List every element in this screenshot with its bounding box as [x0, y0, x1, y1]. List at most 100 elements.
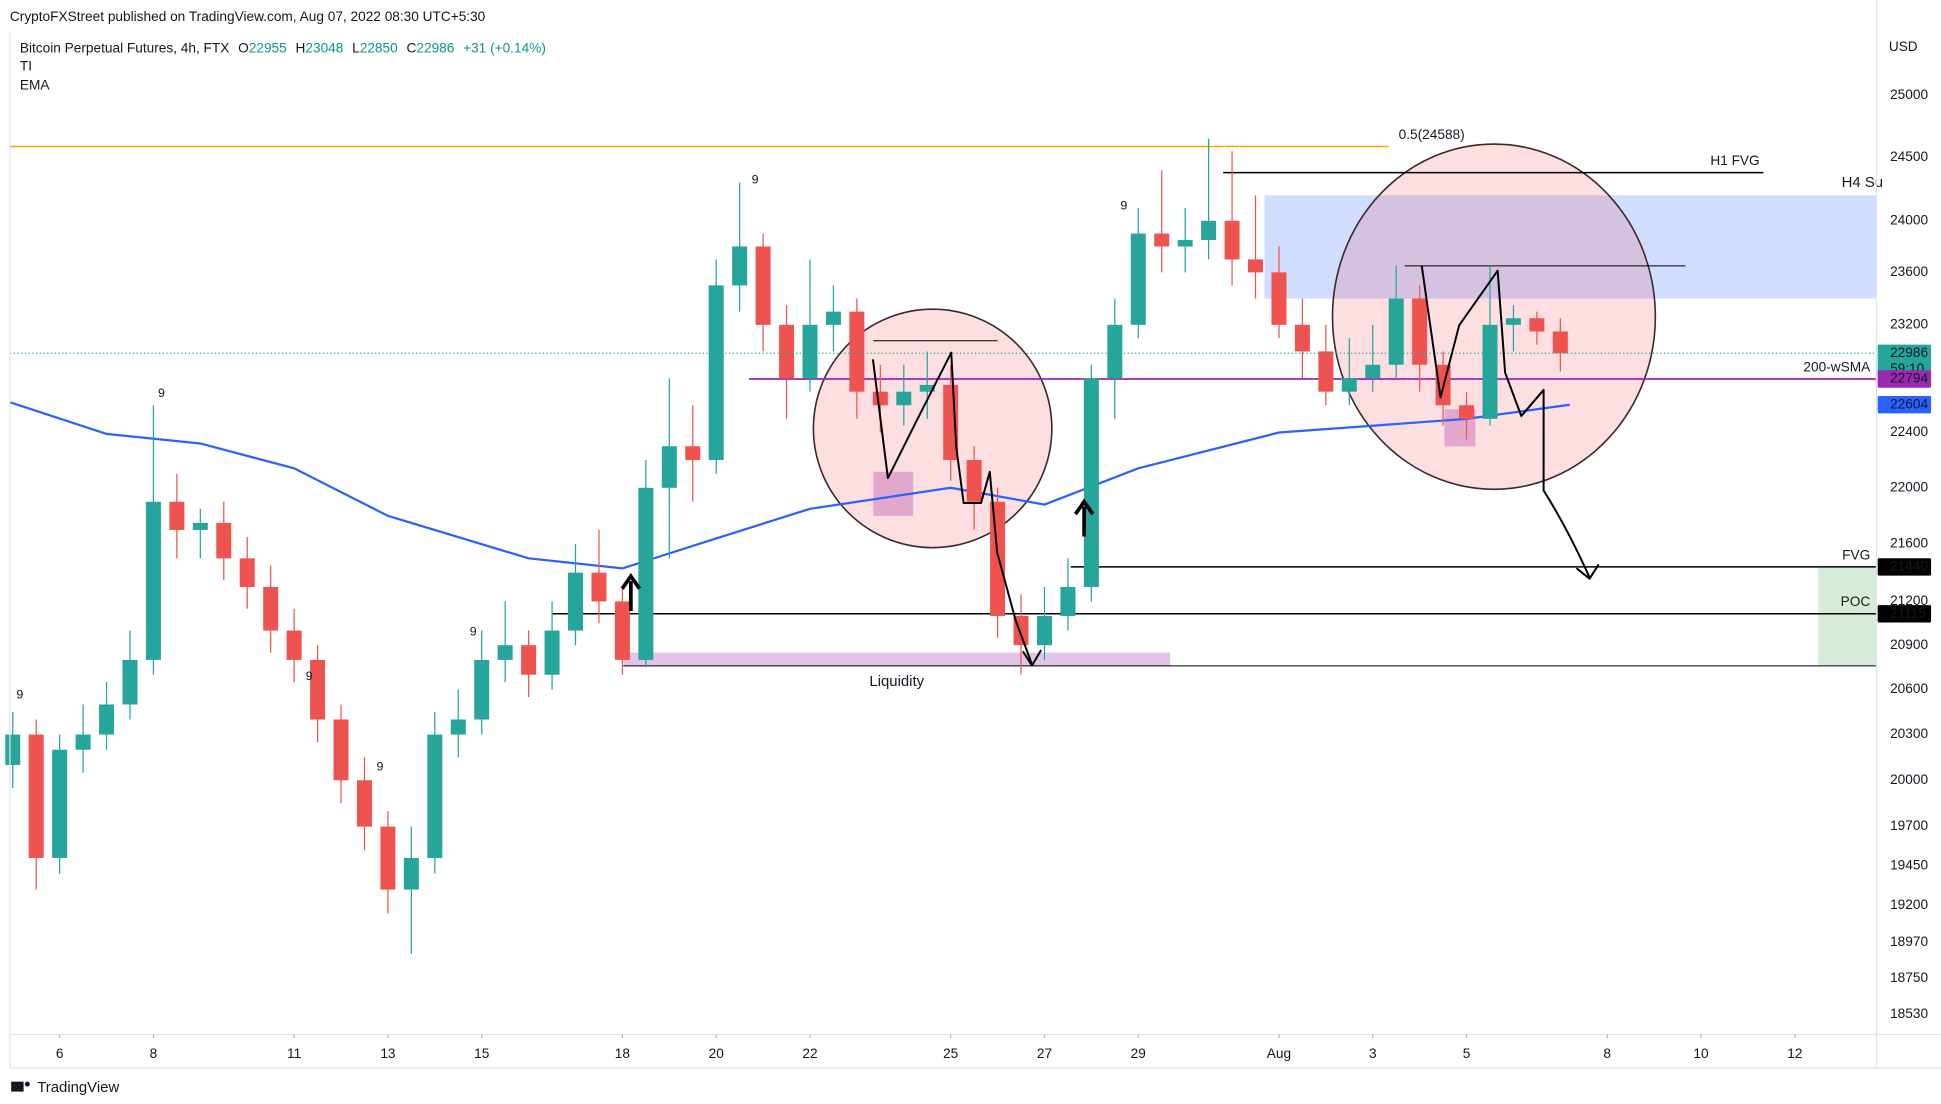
candle-body	[1107, 324, 1123, 379]
candle-body	[966, 460, 982, 502]
price-tag	[1877, 605, 1932, 623]
ohlc-value: 23048	[305, 40, 343, 55]
candle-body	[333, 719, 349, 781]
candle-body	[1248, 259, 1264, 273]
candle-body	[263, 587, 279, 631]
y-tick-label: 18970	[1890, 934, 1928, 949]
ohlc-label: O	[238, 40, 249, 55]
indicator-label: TI	[20, 59, 32, 74]
x-tick-label: Aug	[1267, 1046, 1291, 1061]
td-count: 9	[158, 386, 165, 400]
x-tick-label: 10	[1693, 1046, 1709, 1061]
arrow-head	[1022, 649, 1042, 667]
candle-body	[732, 246, 748, 286]
candle-body	[286, 630, 302, 660]
candle-body	[755, 246, 771, 325]
ohlc-label: L	[352, 40, 360, 55]
candle-body	[1036, 615, 1052, 646]
up-arrow	[620, 572, 642, 611]
y-tick-label: 22000	[1890, 479, 1928, 494]
level-label: H1 FVG	[1710, 153, 1759, 168]
candle-body	[896, 391, 912, 406]
candle-body	[1388, 298, 1404, 365]
y-tick-label: 25000	[1890, 87, 1928, 102]
td-count: 9	[752, 172, 759, 186]
x-tick-label: 25	[943, 1046, 959, 1061]
y-tick-label: 20900	[1890, 637, 1928, 652]
x-tick-label: 27	[1037, 1046, 1052, 1061]
y-tick-label: 21600	[1890, 536, 1928, 551]
candle-body	[685, 446, 701, 461]
candle-body	[99, 704, 115, 735]
y-tick-label: 20300	[1890, 726, 1928, 741]
footer-logo	[11, 1081, 30, 1092]
footer-brand: TradingView	[37, 1080, 119, 1096]
candle-body	[521, 645, 537, 675]
candle-body	[638, 487, 654, 660]
price-tag	[1877, 395, 1932, 414]
candle-body	[497, 645, 513, 660]
x-tick-label: 5	[1463, 1046, 1471, 1061]
candle-body	[1365, 364, 1381, 379]
candle-body	[614, 601, 630, 660]
candle-body	[849, 311, 865, 392]
x-tick-label: 15	[474, 1046, 490, 1061]
level-label: FVG	[1842, 547, 1870, 562]
hand-drawn-path	[1420, 266, 1591, 579]
x-tick-label: 29	[1131, 1046, 1146, 1061]
candle-body	[568, 572, 584, 631]
candle-body	[1294, 324, 1310, 352]
price-tag-label: 22604	[1890, 396, 1928, 411]
plot: 0.5(24588) H1 FVG 200-wSMA FVG POC 9 9 9 9 9 9 9	[5, 127, 1877, 954]
y-tick-label: 21200	[1890, 593, 1928, 608]
candle-body	[990, 501, 1006, 616]
price-tag-label: 21440	[1890, 559, 1928, 574]
symbol: Bitcoin Perpetual Futures, 4h, FTX	[20, 40, 230, 55]
ema-line	[10, 401, 1570, 570]
y-tick-label: 19700	[1890, 818, 1928, 833]
candle-body	[1529, 318, 1545, 332]
up-arrow	[1073, 498, 1095, 537]
x-tick-label: 11	[287, 1046, 301, 1061]
y-tick-label: 23600	[1890, 264, 1928, 279]
td-count: 9	[16, 688, 23, 702]
y-tick-label: 20000	[1890, 772, 1928, 787]
candle-body	[192, 522, 208, 530]
candle-body	[380, 826, 396, 890]
ohlc-value: 22986	[416, 40, 454, 55]
axes: 25000 24500 24000 23600 23200 22400 22000 21600…	[56, 87, 1932, 1061]
candle-body	[1412, 298, 1428, 365]
candle-body	[52, 749, 68, 858]
x-tick-label: 13	[380, 1046, 395, 1061]
td-count: 9	[1120, 198, 1127, 212]
highlight-circle	[1331, 143, 1657, 491]
candle-body	[1459, 405, 1475, 419]
candle-body	[450, 719, 466, 735]
zone	[1818, 566, 1877, 666]
candle-body	[5, 734, 21, 765]
x-tick-label: 18	[615, 1046, 630, 1061]
candle-body	[1177, 240, 1193, 247]
y-tick-label: 22400	[1890, 424, 1928, 439]
symbol-legend: Bitcoin Perpetual Futures, 4h, FTX O2295…	[20, 40, 546, 55]
change: +31 (+0.14%)	[463, 40, 546, 55]
td-count: 9	[377, 760, 384, 774]
price-tag-label: 21115	[1890, 605, 1926, 620]
candle-body	[145, 501, 161, 660]
candle-body	[1318, 351, 1334, 392]
candle-body	[1341, 378, 1357, 392]
ohlc-value: 22850	[360, 40, 398, 55]
candle-body	[1224, 220, 1240, 260]
candle-body	[427, 734, 443, 858]
candle-body	[1552, 331, 1568, 354]
highlight-circle	[812, 308, 1053, 549]
level-label: POC	[1841, 594, 1871, 609]
x-tick-label: 8	[1603, 1046, 1611, 1061]
candle-body	[122, 659, 138, 705]
publish-info: CryptoFXStreet published on TradingView.…	[10, 9, 486, 24]
level-label: 0.5(24588)	[1399, 127, 1465, 142]
x-tick-label: 3	[1369, 1046, 1377, 1061]
candle-body	[825, 311, 841, 325]
candle-body	[75, 734, 91, 750]
